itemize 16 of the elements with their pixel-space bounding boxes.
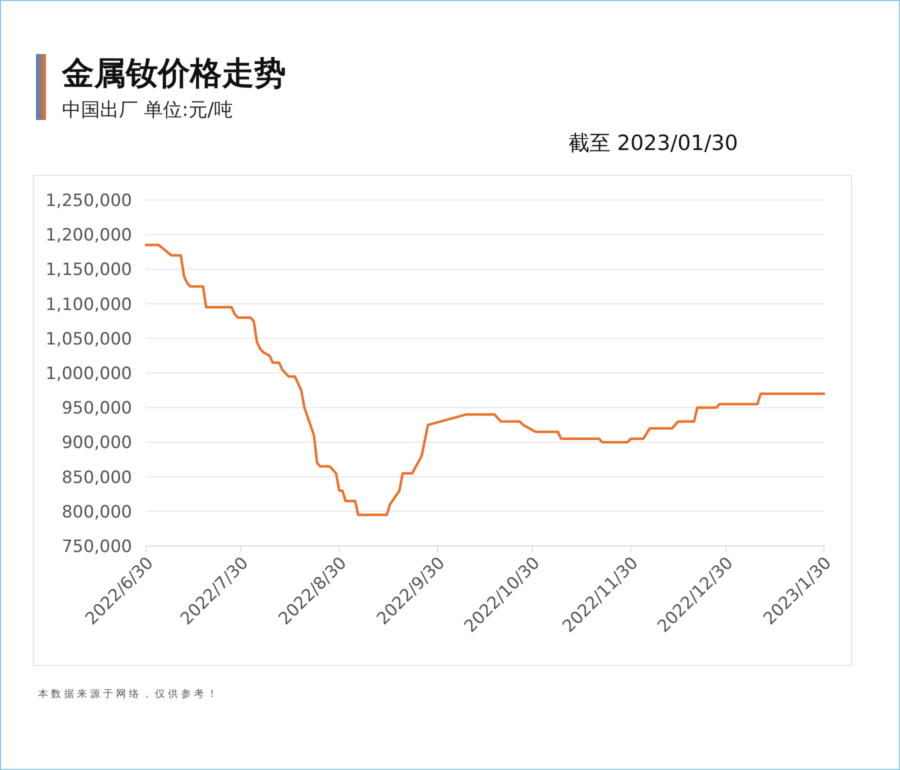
y-tick-label: 750,000 — [62, 537, 132, 557]
line-series — [144, 244, 826, 516]
chart-title: 金属钕价格走势 — [61, 54, 286, 92]
y-tick-label: 1,200,000 — [45, 226, 132, 246]
text: 本数据来源于网络，仅供参考！ — [38, 688, 220, 700]
y-tick-label: 800,000 — [62, 502, 132, 522]
text: 截至 2023/01/30 — [568, 131, 738, 155]
y-tick-label: 1,000,000 — [45, 364, 132, 384]
y-tick-label: 850,000 — [62, 468, 132, 488]
chart-subtitle: 中国出厂 单位:元/吨 — [62, 99, 233, 121]
y-tick-label: 1,150,000 — [45, 260, 132, 280]
y-tick-label: 900,000 — [62, 433, 132, 454]
y-tick-label: 1,250,000 — [45, 191, 132, 211]
y-tick-label: 950,000 — [62, 398, 132, 419]
y-tick-label: 1,050,000 — [45, 329, 132, 350]
y-tick-label: 1,100,000 — [45, 294, 132, 315]
